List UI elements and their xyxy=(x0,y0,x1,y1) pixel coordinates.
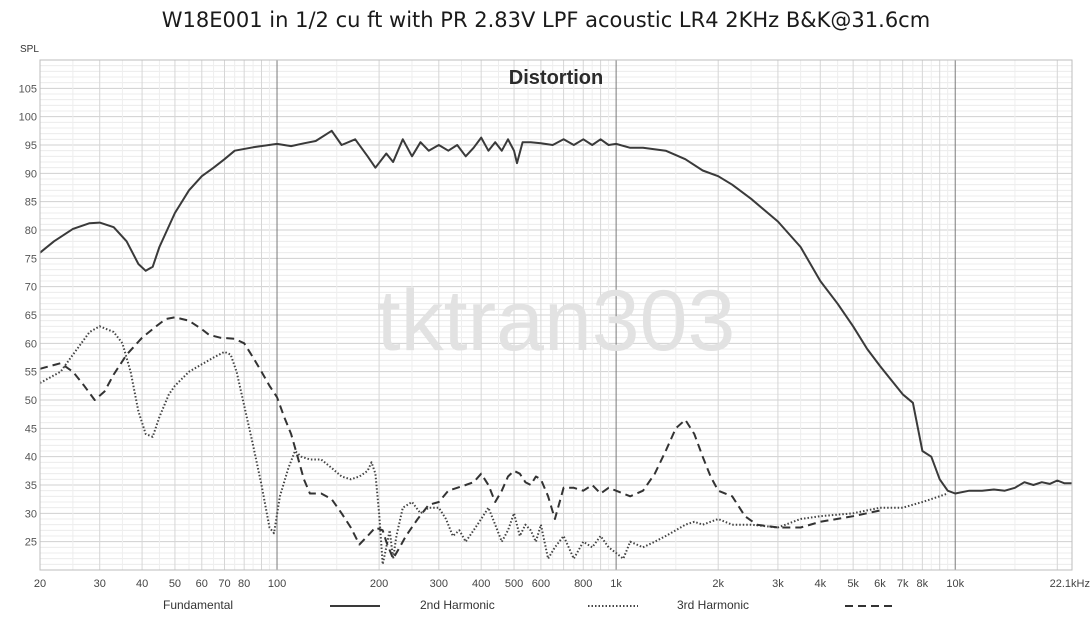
x-tick-label: 7k xyxy=(897,578,909,590)
y-tick-label: 50 xyxy=(25,395,37,407)
y-tick-label: 70 xyxy=(25,282,37,294)
series-3rd-harmonic-line xyxy=(39,316,881,560)
y-axis-label: SPL xyxy=(20,44,39,55)
plot-area-border xyxy=(39,59,1073,571)
y-tick-label: 80 xyxy=(25,225,37,237)
x-tick-labels: 20 30 40 50 60 70 80 100 200 300 400 500 600 800 1k 2k 3… xyxy=(34,578,1090,590)
x-tick-label: 1k xyxy=(610,578,622,590)
x-tick-label: 300 xyxy=(430,578,448,590)
chart-title: W18E001 in 1/2 cu ft with PR 2.83V LPF a… xyxy=(161,8,931,32)
x-tick-label: 70 xyxy=(218,578,230,590)
x-tick-label: 2k xyxy=(712,578,724,590)
x-tick-label: 22.1kHz xyxy=(1050,578,1090,590)
x-tick-label: 8k xyxy=(917,578,929,590)
y-tick-label: 35 xyxy=(25,480,37,492)
y-tick-label: 45 xyxy=(25,423,37,435)
x-tick-label: 20 xyxy=(34,578,46,590)
series-lines xyxy=(39,129,1072,566)
y-tick-label: 55 xyxy=(25,367,37,379)
x-tick-label: 30 xyxy=(94,578,106,590)
x-tick-label: 50 xyxy=(169,578,181,590)
series-2nd-harmonic-line xyxy=(39,325,949,566)
x-tick-label: 80 xyxy=(238,578,250,590)
y-tick-labels: 25 30 35 40 45 50 55 60 65 70 75 80 85 90 95 100 105 xyxy=(19,83,37,548)
x-tick-label: 10k xyxy=(946,578,964,590)
series-fundamental-line xyxy=(39,129,1072,495)
y-tick-label: 65 xyxy=(25,310,37,322)
legend-label-3rd-harmonic: 3rd Harmonic xyxy=(677,598,750,612)
x-tick-label: 60 xyxy=(196,578,208,590)
x-tick-label: 800 xyxy=(574,578,592,590)
y-tick-label: 100 xyxy=(19,112,37,124)
x-tick-label: 4k xyxy=(814,578,826,590)
y-tick-label: 90 xyxy=(25,168,37,180)
y-tick-label: 95 xyxy=(25,140,37,152)
x-tick-label: 6k xyxy=(874,578,886,590)
x-tick-label: 600 xyxy=(532,578,550,590)
x-tick-label: 200 xyxy=(370,578,388,590)
x-tick-label: 5k xyxy=(847,578,859,590)
legend-label-fundamental: Fundamental xyxy=(163,598,234,612)
legend-label-2nd-harmonic: 2nd Harmonic xyxy=(420,598,495,612)
y-tick-label: 30 xyxy=(25,508,37,520)
y-tick-label: 85 xyxy=(25,197,37,209)
y-tick-label: 25 xyxy=(25,537,37,549)
y-tick-label: 40 xyxy=(25,452,37,464)
subtitle: Distortion xyxy=(509,67,603,89)
x-tick-label: 100 xyxy=(268,578,286,590)
y-tick-label: 60 xyxy=(25,338,37,350)
watermark-text: tktran303 xyxy=(377,273,736,369)
x-tick-label: 40 xyxy=(136,578,148,590)
y-tick-label: 75 xyxy=(25,253,37,265)
x-tick-label: 3k xyxy=(772,578,784,590)
y-tick-label: 105 xyxy=(19,83,37,95)
x-tick-label: 400 xyxy=(472,578,490,590)
x-tick-label: 500 xyxy=(505,578,523,590)
